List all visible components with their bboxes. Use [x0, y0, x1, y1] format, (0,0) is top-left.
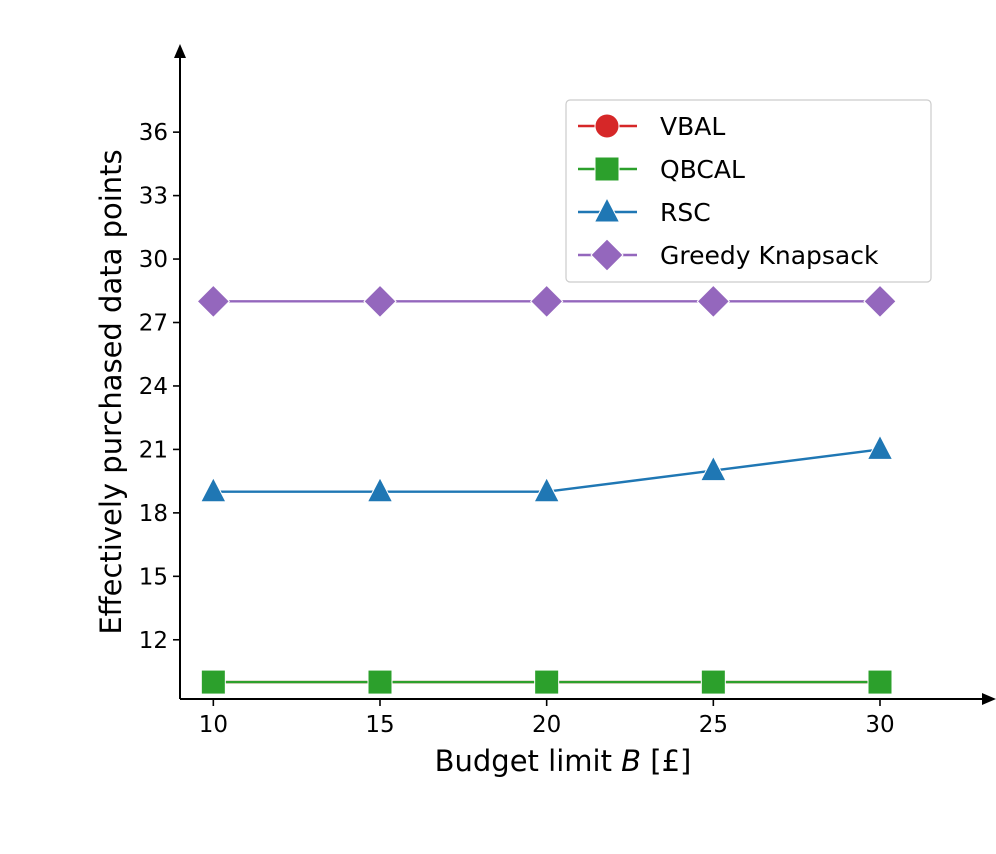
series-rsc	[200, 434, 894, 503]
y-tick-label: 12	[139, 628, 168, 654]
y-tick-label: 30	[139, 247, 168, 273]
x-tick-label: 10	[199, 712, 228, 738]
legend-label-qbcal: QBCAL	[660, 155, 745, 184]
x-axis-title: Budget limit B [£]	[435, 744, 692, 778]
greedy-knapsack-point	[363, 284, 397, 319]
legend-label-vbal: VBAL	[660, 112, 725, 141]
series-group	[196, 284, 897, 695]
qbcal-point	[200, 669, 226, 695]
legend: VBAL QBCAL RSC Greedy Knapsack	[565, 99, 932, 283]
legend-greedy-knapsack-marker	[590, 238, 624, 272]
y-tick-label: 36	[139, 120, 168, 146]
legend-label-greedy-knapsack: Greedy Knapsack	[660, 241, 879, 270]
x-axis-arrow-icon	[982, 693, 996, 705]
greedy-knapsack-point	[529, 284, 564, 319]
legend-qbcal-marker	[594, 156, 620, 182]
rsc-point	[200, 476, 227, 503]
series-qbcal	[200, 669, 893, 695]
x-tick-label: 30	[865, 712, 894, 738]
x-tick-label: 20	[532, 712, 561, 738]
greedy-knapsack-point	[863, 284, 897, 319]
axes	[174, 44, 996, 705]
y-axis-arrow-icon	[174, 44, 186, 58]
y-tick-label: 27	[139, 311, 168, 337]
qbcal-point	[867, 669, 893, 695]
y-tick-label: 15	[139, 564, 168, 590]
series-greedy-knapsack	[196, 284, 897, 319]
y-tick-label: 24	[139, 374, 168, 400]
y-axis-title: Effectively purchased data points	[94, 149, 128, 634]
axis-ticks: 10 15 20 25 30 12 15 18 21 24 27 30 33 36	[139, 120, 895, 738]
x-tick-label: 25	[699, 712, 728, 738]
rsc-point	[866, 434, 894, 460]
qbcal-point	[367, 669, 393, 695]
qbcal-point	[534, 669, 560, 695]
greedy-knapsack-point	[696, 284, 731, 319]
rsc-point	[700, 455, 727, 482]
legend-label-rsc: RSC	[660, 198, 711, 227]
y-tick-label: 33	[139, 184, 168, 210]
y-tick-label: 18	[139, 501, 168, 527]
legend-frame	[565, 99, 932, 283]
rsc-point	[366, 476, 394, 503]
legend-rsc-marker	[593, 196, 621, 223]
qbcal-point	[700, 669, 726, 695]
x-tick-label: 15	[365, 712, 394, 738]
rsc-point	[533, 476, 560, 503]
y-tick-label: 21	[139, 437, 168, 463]
greedy-knapsack-point	[196, 284, 231, 319]
legend-vbal-marker	[594, 113, 620, 139]
